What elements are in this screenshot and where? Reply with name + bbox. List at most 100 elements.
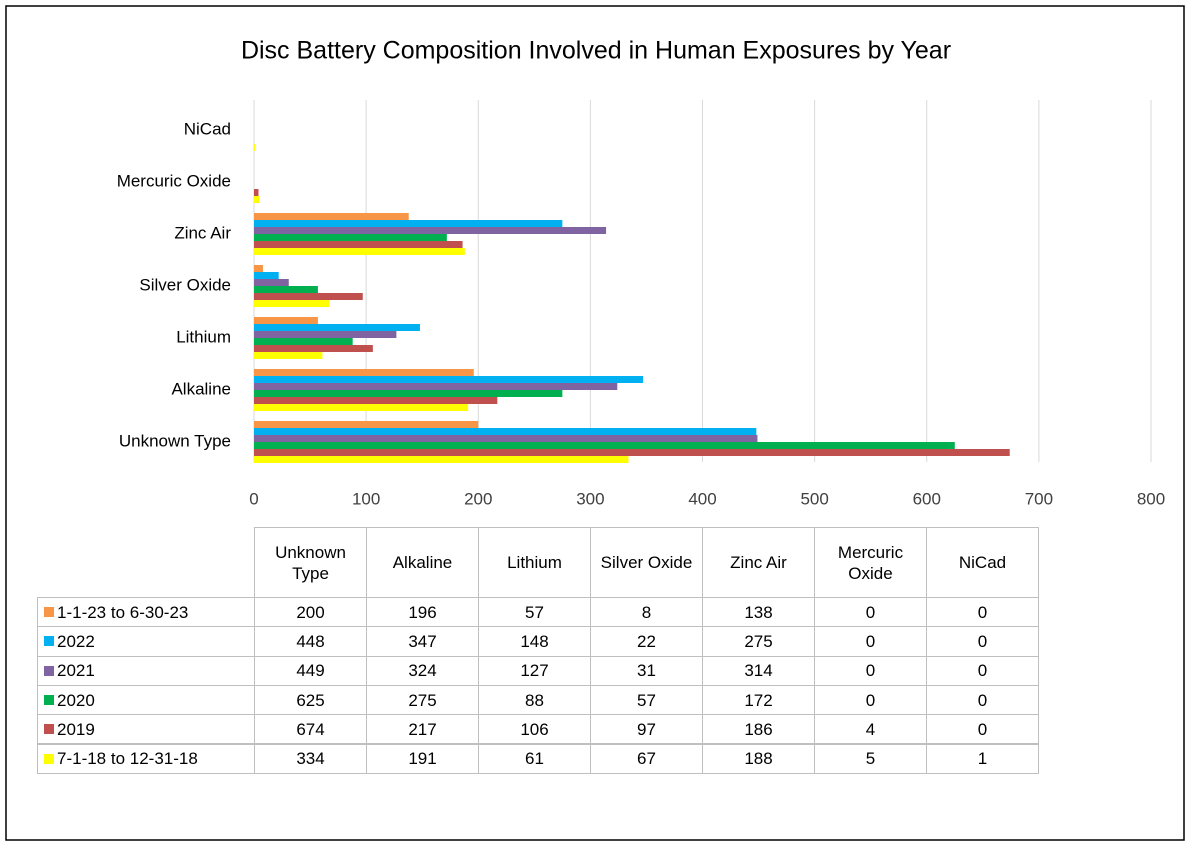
- table-cell: 57: [590, 684, 703, 716]
- table-cell: 138: [702, 597, 815, 628]
- table-cell: 4: [814, 714, 927, 745]
- bar: [254, 220, 563, 227]
- table-cell: 314: [702, 655, 815, 686]
- bar: [254, 265, 263, 272]
- bar: [254, 376, 644, 383]
- legend-swatch: [44, 724, 54, 735]
- table-cell: 172: [702, 684, 815, 716]
- table-cell: 8: [590, 597, 703, 628]
- table-cell: 61: [478, 743, 591, 774]
- bar: [254, 189, 259, 196]
- x-tick-label: 0: [249, 489, 258, 508]
- table-cell: 196: [366, 597, 479, 628]
- legend-entry: 2021: [37, 655, 255, 686]
- x-tick-label: 800: [1137, 489, 1165, 508]
- chart-title: Disc Battery Composition Involved in Hum…: [241, 37, 951, 65]
- x-tick-label: 700: [1025, 489, 1053, 508]
- legend-entry: 2020: [37, 684, 255, 716]
- legend-label: 7-1-18 to 12-31-18: [57, 749, 198, 769]
- table-header: Lithium: [478, 527, 591, 598]
- x-tick-label: 500: [800, 489, 828, 508]
- bar: [254, 317, 318, 324]
- table-cell: 186: [702, 714, 815, 745]
- legend-entry: 7-1-18 to 12-31-18: [37, 743, 255, 774]
- y-tick-label: Lithium: [176, 327, 231, 346]
- bar: [254, 369, 474, 376]
- bar: [254, 383, 618, 390]
- bar: [254, 213, 409, 220]
- legend-label: 2020: [57, 690, 95, 710]
- table-cell: 22: [590, 626, 703, 657]
- table-cell: 0: [926, 597, 1039, 628]
- y-tick-label: Silver Oxide: [139, 275, 231, 294]
- table-cell: 0: [814, 626, 927, 657]
- table-header: Unknown Type: [254, 527, 367, 598]
- table-cell: 106: [478, 714, 591, 745]
- table-cell: 449: [254, 655, 367, 686]
- bar: [254, 272, 279, 279]
- table-cell: 275: [366, 684, 479, 716]
- legend-swatch: [44, 607, 54, 618]
- table-cell: 127: [478, 655, 591, 686]
- legend-label: 2021: [57, 661, 95, 681]
- legend-entry: 1-1-23 to 6-30-23: [37, 597, 255, 628]
- table-cell: 275: [702, 626, 815, 657]
- bar: [254, 234, 447, 241]
- table-cell: 674: [254, 714, 367, 745]
- legend-entry: 2019: [37, 714, 255, 745]
- legend-swatch: [44, 753, 54, 764]
- table-cell: 0: [814, 597, 927, 628]
- table-header: Mercuric Oxide: [814, 527, 927, 598]
- table-cell: 0: [926, 684, 1039, 716]
- x-tick-label: 100: [352, 489, 380, 508]
- bar: [254, 279, 289, 286]
- bar: [254, 324, 420, 331]
- bar: [254, 248, 465, 255]
- table-cell: 5: [814, 743, 927, 774]
- table-cell: 625: [254, 684, 367, 716]
- table-cell: 191: [366, 743, 479, 774]
- table-cell: 88: [478, 684, 591, 716]
- table-cell: 0: [926, 655, 1039, 686]
- bar: [254, 435, 758, 442]
- table-cell: 57: [478, 597, 591, 628]
- bar: [254, 338, 353, 345]
- table-cell: 148: [478, 626, 591, 657]
- bar: [254, 196, 260, 203]
- y-tick-label: NiCad: [184, 119, 231, 138]
- table-cell: 347: [366, 626, 479, 657]
- legend-label: 2019: [57, 719, 95, 739]
- table-header: Alkaline: [366, 527, 479, 598]
- table-cell: 0: [926, 626, 1039, 657]
- table-cell: 334: [254, 743, 367, 774]
- bar: [254, 300, 330, 307]
- bar: [254, 286, 318, 293]
- table-cell: 200: [254, 597, 367, 628]
- table-cell: 448: [254, 626, 367, 657]
- bar: [254, 293, 363, 300]
- table-cell: 97: [590, 714, 703, 745]
- frame: [5, 5, 1185, 841]
- bar: [254, 442, 955, 449]
- table-cell: 217: [366, 714, 479, 745]
- x-tick-label: 300: [576, 489, 604, 508]
- legend-swatch: [44, 695, 54, 706]
- table-cell: 0: [926, 714, 1039, 745]
- y-tick-label: Mercuric Oxide: [117, 171, 231, 190]
- bar: [254, 449, 1010, 456]
- bar: [254, 241, 463, 248]
- legend-entry: 2022: [37, 626, 255, 657]
- bar: [254, 352, 323, 359]
- bar: [254, 345, 373, 352]
- table-cell: 188: [702, 743, 815, 774]
- legend-label: 1-1-23 to 6-30-23: [57, 602, 189, 622]
- bar: [254, 144, 256, 151]
- table-cell: 0: [814, 655, 927, 686]
- table-cell: 31: [590, 655, 703, 686]
- legend-label: 2022: [57, 631, 95, 651]
- table-cell: 1: [926, 743, 1039, 774]
- table-header: Zinc Air: [702, 527, 815, 598]
- y-tick-label: Alkaline: [171, 379, 231, 398]
